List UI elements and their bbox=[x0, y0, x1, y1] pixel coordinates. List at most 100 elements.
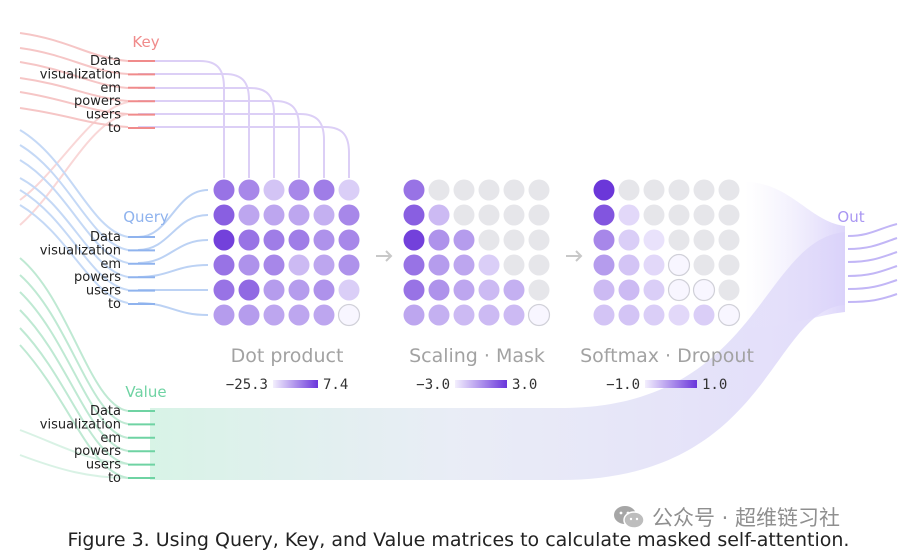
matrix-cell bbox=[478, 179, 500, 201]
matrix-cell bbox=[718, 229, 740, 251]
matrix-cell bbox=[503, 179, 525, 201]
matrix-cell bbox=[337, 303, 361, 327]
arrow-icon bbox=[376, 250, 393, 262]
matrix-cell bbox=[288, 279, 310, 301]
matrix-cell bbox=[618, 204, 640, 226]
scale-min-label: −1.0 bbox=[606, 377, 640, 393]
matrix-cell bbox=[668, 304, 690, 326]
stage-title-scaling-mask: Scaling · Mask bbox=[409, 345, 545, 367]
matrix-cell bbox=[693, 179, 715, 201]
matrix-cell bbox=[668, 179, 690, 201]
matrix-cell bbox=[403, 229, 425, 251]
matrix-cell bbox=[718, 204, 740, 226]
matrix-cell bbox=[238, 179, 260, 201]
key-token-4: users bbox=[86, 108, 121, 123]
stage-title-softmax-dropout: Softmax · Dropout bbox=[580, 345, 754, 367]
key-title: Key bbox=[132, 33, 159, 51]
matrix-cell bbox=[238, 279, 260, 301]
key-token-2: em bbox=[100, 81, 121, 96]
matrix-cell bbox=[528, 229, 550, 251]
matrix-cell bbox=[313, 279, 335, 301]
query-token-1: visualization bbox=[40, 243, 121, 258]
matrix-cell bbox=[428, 254, 450, 276]
matrix-cell bbox=[263, 254, 285, 276]
matrix-cell bbox=[717, 303, 741, 327]
matrix-cell bbox=[453, 204, 475, 226]
matrix-cell bbox=[667, 253, 691, 277]
scale-max-label: 1.0 bbox=[702, 377, 727, 393]
matrix-cell bbox=[238, 204, 260, 226]
matrix-cell bbox=[313, 229, 335, 251]
matrix-cell bbox=[428, 304, 450, 326]
matrix-cell bbox=[288, 204, 310, 226]
matrix-cell bbox=[213, 304, 235, 326]
matrix-cell bbox=[693, 304, 715, 326]
matrix-cell bbox=[643, 279, 665, 301]
matrix-cell bbox=[213, 204, 235, 226]
matrix-cell bbox=[692, 278, 716, 302]
matrix-cell bbox=[693, 204, 715, 226]
matrix-cell bbox=[503, 279, 525, 301]
out-title: Out bbox=[837, 208, 864, 226]
matrix-cell bbox=[338, 179, 360, 201]
matrix-cell bbox=[263, 279, 285, 301]
matrix-cell bbox=[288, 179, 310, 201]
matrix-cell bbox=[338, 229, 360, 251]
color-scale-scaling-mask: −3.0 3.0 bbox=[416, 377, 537, 393]
matrix-cell bbox=[593, 279, 615, 301]
matrix-cell bbox=[338, 279, 360, 301]
scale-gradient-bar bbox=[273, 380, 318, 388]
scale-gradient-bar bbox=[455, 380, 507, 388]
matrix-cell bbox=[263, 179, 285, 201]
value-token-5: to bbox=[108, 471, 121, 486]
matrix-cell bbox=[667, 278, 691, 302]
matrix-cell bbox=[593, 204, 615, 226]
value-token-4: users bbox=[86, 458, 121, 473]
matrix-cell bbox=[718, 179, 740, 201]
matrix-cell bbox=[403, 279, 425, 301]
flow-lines bbox=[19, 32, 898, 480]
matrix-cell bbox=[453, 304, 475, 326]
query-title: Query bbox=[123, 208, 169, 226]
scale-max-label: 7.4 bbox=[323, 377, 348, 393]
matrix-cell bbox=[313, 204, 335, 226]
matrix-cell bbox=[528, 279, 550, 301]
matrix-cell bbox=[478, 304, 500, 326]
matrix-cell bbox=[213, 179, 235, 201]
matrix-cell bbox=[263, 204, 285, 226]
matrix-cell bbox=[618, 279, 640, 301]
matrix-cell bbox=[528, 204, 550, 226]
matrix-cell bbox=[288, 254, 310, 276]
matrix-cell bbox=[618, 254, 640, 276]
value-token-0: Data bbox=[90, 404, 121, 419]
matrix-cell bbox=[668, 229, 690, 251]
matrix-cell bbox=[593, 304, 615, 326]
key-token-3: powers bbox=[74, 94, 121, 109]
key-token-5: to bbox=[108, 121, 121, 136]
matrix-cell bbox=[428, 279, 450, 301]
matrix-cell bbox=[428, 229, 450, 251]
matrix-cell bbox=[478, 229, 500, 251]
matrix-cell bbox=[643, 204, 665, 226]
matrix-cell bbox=[213, 254, 235, 276]
matrix-cell bbox=[593, 229, 615, 251]
matrix-cell bbox=[528, 179, 550, 201]
key-token-0: Data bbox=[90, 54, 121, 69]
matrix-cell bbox=[668, 204, 690, 226]
matrix-cell bbox=[618, 304, 640, 326]
matrix-cell bbox=[478, 204, 500, 226]
scale-min-label: −25.3 bbox=[226, 377, 268, 393]
key-token-1: visualization bbox=[40, 67, 121, 82]
matrix-cell bbox=[643, 179, 665, 201]
wechat-icon bbox=[614, 506, 645, 529]
matrix-cell bbox=[213, 279, 235, 301]
stage-title-dot-product: Dot product bbox=[231, 345, 344, 367]
matrix-cell bbox=[238, 254, 260, 276]
query-token-5: to bbox=[108, 297, 121, 312]
matrix-cell bbox=[453, 254, 475, 276]
matrix-cell bbox=[453, 229, 475, 251]
matrix-cell bbox=[643, 254, 665, 276]
matrix-cell bbox=[313, 254, 335, 276]
